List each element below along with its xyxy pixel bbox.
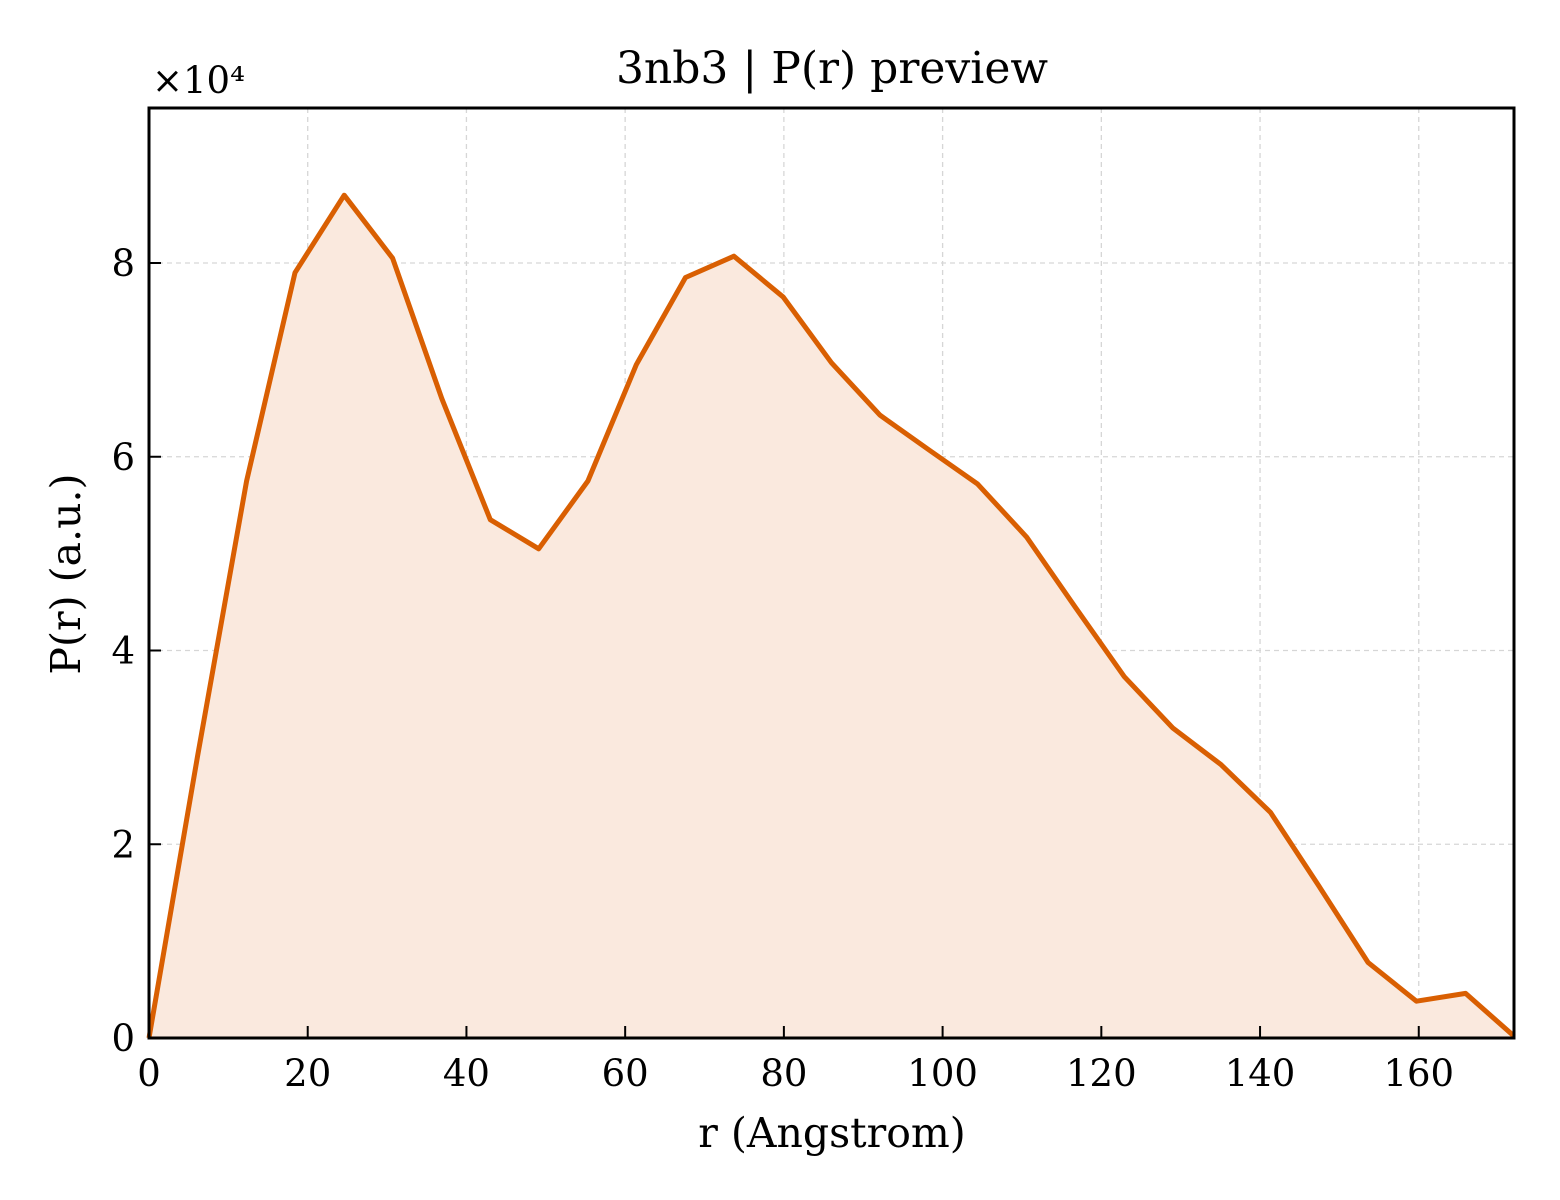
- ticks: 0 20 40 60 80 100 120 140 160 0 2 4 6 8: [111, 242, 1454, 1095]
- y-multiplier: ×10⁴: [152, 59, 245, 102]
- chart-title: 3nb3 | P(r) preview: [616, 43, 1048, 94]
- x-tick-label: 120: [1066, 1052, 1137, 1095]
- y-tick-label: 2: [111, 823, 135, 866]
- x-axis-label: r (Angstrom): [698, 1109, 966, 1157]
- y-tick-label: 0: [111, 1017, 135, 1060]
- y-axis-label: P(r) (a.u.): [42, 473, 90, 674]
- x-tick-label: 80: [760, 1052, 807, 1095]
- y-tick-label: 8: [111, 242, 135, 285]
- x-tick-label: 0: [137, 1052, 161, 1095]
- pr-series-line: [146, 192, 1516, 1039]
- y-tick-label: 4: [111, 630, 135, 673]
- x-tick-label: 160: [1383, 1052, 1454, 1095]
- x-tick-label: 40: [443, 1052, 490, 1095]
- x-tick-label: 140: [1225, 1052, 1296, 1095]
- x-tick-label: 60: [602, 1052, 649, 1095]
- plot-frame: [147, 106, 1516, 1040]
- x-tick-label: 20: [284, 1052, 331, 1095]
- x-tick-label: 100: [907, 1052, 978, 1095]
- y-tick-label: 6: [111, 436, 135, 479]
- pr-area-fill: [149, 195, 1514, 1038]
